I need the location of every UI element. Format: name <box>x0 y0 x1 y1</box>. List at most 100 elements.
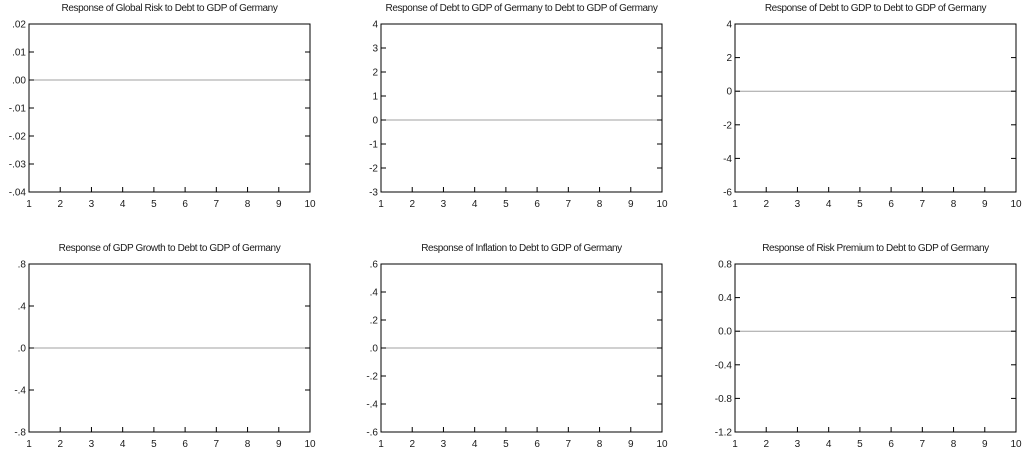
x-tick-label: 8 <box>597 199 603 210</box>
x-tick-label: 2 <box>409 199 415 210</box>
y-tick-label: .8 <box>18 260 27 271</box>
x-tick-label: 6 <box>534 199 540 210</box>
y-tick-label: 4 <box>726 20 732 31</box>
y-tick-label: -1 <box>369 140 378 151</box>
x-tick-label: 4 <box>826 439 832 450</box>
x-tick-label: 10 <box>656 199 668 210</box>
chart-title: Response of Inflation to Debt to GDP of … <box>421 243 622 254</box>
x-tick-label: 3 <box>89 199 95 210</box>
x-tick-label: 8 <box>597 439 603 450</box>
chart-panel-6: Response of Risk Premium to Debt to GDP … <box>715 243 1022 450</box>
y-tick-label: -1.2 <box>715 428 733 439</box>
y-tick-label: .0 <box>18 344 27 355</box>
x-tick-label: 5 <box>151 199 157 210</box>
chart-panel-5: Response of Inflation to Debt to GDP of … <box>366 243 668 450</box>
y-tick-label: 4 <box>372 20 378 31</box>
y-tick-label: .02 <box>12 20 26 31</box>
y-tick-label: -.4 <box>366 400 378 411</box>
chart-title: Response of Risk Premium to Debt to GDP … <box>762 243 989 254</box>
y-tick-label: .2 <box>370 316 379 327</box>
y-tick-label: .01 <box>12 48 26 59</box>
plot-frame <box>28 23 311 193</box>
y-tick-label: -.2 <box>366 372 378 383</box>
y-tick-label: -2 <box>723 120 732 131</box>
x-tick-label: 8 <box>951 439 957 450</box>
chart-panel-4: Response of GDP Growth to Debt to GDP of… <box>14 243 316 450</box>
x-tick-label: 2 <box>763 439 769 450</box>
x-tick-label: 5 <box>857 199 863 210</box>
x-tick-label: 9 <box>628 439 634 450</box>
x-tick-label: 10 <box>656 439 668 450</box>
y-tick-label: 2 <box>726 53 732 64</box>
y-tick-label: -.8 <box>14 428 26 439</box>
x-tick-label: 3 <box>795 199 801 210</box>
plot-frame <box>734 263 1017 433</box>
x-tick-label: 6 <box>182 199 188 210</box>
chart-panel-3: Response of Debt to GDP to Debt to GDP o… <box>723 3 1022 210</box>
x-tick-label: 6 <box>182 439 188 450</box>
x-tick-label: 7 <box>214 199 220 210</box>
x-tick-label: 8 <box>245 439 251 450</box>
plot-frame <box>380 23 663 193</box>
x-tick-label: 5 <box>151 439 157 450</box>
y-tick-label: .4 <box>370 288 379 299</box>
x-tick-label: 8 <box>951 199 957 210</box>
x-tick-label: 9 <box>276 439 282 450</box>
x-tick-label: 5 <box>503 439 509 450</box>
x-tick-label: 1 <box>378 439 384 450</box>
y-tick-label: .0 <box>370 344 379 355</box>
x-tick-label: 10 <box>1010 439 1022 450</box>
x-tick-label: 4 <box>120 439 126 450</box>
y-tick-label: 1 <box>372 92 378 103</box>
x-tick-label: 1 <box>378 199 384 210</box>
y-tick-label: -.04 <box>9 188 27 199</box>
x-tick-label: 9 <box>982 439 988 450</box>
x-tick-label: 8 <box>245 199 251 210</box>
y-tick-label: -.03 <box>9 160 27 171</box>
chart-panel-1: Response of Global Risk to Debt to GDP o… <box>9 3 316 210</box>
x-tick-label: 10 <box>1010 199 1022 210</box>
x-tick-label: 9 <box>628 199 634 210</box>
chart-title: Response of GDP Growth to Debt to GDP of… <box>59 243 281 254</box>
y-tick-label: 0 <box>372 116 378 127</box>
x-tick-label: 7 <box>920 199 926 210</box>
x-tick-label: 6 <box>888 199 894 210</box>
y-tick-label: -0.8 <box>715 394 733 405</box>
x-tick-label: 1 <box>732 199 738 210</box>
y-tick-label: -0.4 <box>715 360 733 371</box>
x-tick-label: 10 <box>304 199 316 210</box>
y-tick-label: -.02 <box>9 132 27 143</box>
x-tick-label: 4 <box>120 199 126 210</box>
x-tick-label: 1 <box>732 439 738 450</box>
x-tick-label: 5 <box>503 199 509 210</box>
x-tick-label: 2 <box>57 199 63 210</box>
x-tick-label: 4 <box>472 199 478 210</box>
y-tick-label: -6 <box>723 188 732 199</box>
x-tick-label: 2 <box>57 439 63 450</box>
y-tick-label: .4 <box>18 302 27 313</box>
y-tick-label: 2 <box>372 68 378 79</box>
x-tick-label: 2 <box>763 199 769 210</box>
x-tick-label: 7 <box>566 199 572 210</box>
y-tick-label: 0.4 <box>718 293 732 304</box>
y-tick-label: 0 <box>726 87 732 98</box>
x-tick-label: 5 <box>857 439 863 450</box>
x-tick-label: 7 <box>566 439 572 450</box>
y-tick-label: 0.8 <box>718 260 732 271</box>
x-tick-label: 4 <box>826 199 832 210</box>
x-tick-label: 6 <box>534 439 540 450</box>
x-tick-label: 1 <box>26 439 32 450</box>
x-tick-label: 3 <box>89 439 95 450</box>
x-tick-label: 7 <box>214 439 220 450</box>
x-tick-label: 1 <box>26 199 32 210</box>
x-tick-label: 4 <box>472 439 478 450</box>
plot-frame <box>734 23 1017 193</box>
x-tick-label: 3 <box>441 439 447 450</box>
chart-title: Response of Global Risk to Debt to GDP o… <box>62 3 278 14</box>
x-tick-label: 7 <box>920 439 926 450</box>
y-tick-label: -3 <box>369 188 378 199</box>
chart-title: Response of Debt to GDP of Germany to De… <box>386 3 658 14</box>
x-tick-label: 2 <box>409 439 415 450</box>
y-tick-label: .00 <box>12 76 26 87</box>
